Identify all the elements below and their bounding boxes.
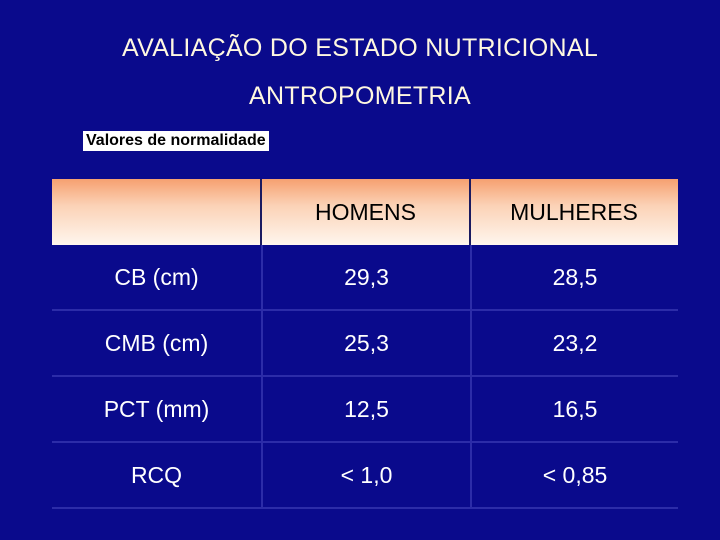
- table-row: RCQ < 1,0 < 0,85: [52, 443, 678, 509]
- women-value: 28,5: [470, 245, 678, 309]
- men-value: 29,3: [261, 245, 470, 309]
- anthropometry-table: HOMENS MULHERES CB (cm) 29,3 28,5 CMB (c…: [52, 179, 678, 509]
- row-label: RCQ: [130, 462, 183, 488]
- slide-subtitle: ANTROPOMETRIA: [249, 82, 471, 110]
- women-value: 23,2: [470, 311, 678, 375]
- table-row: PCT (mm) 12,5 16,5: [52, 377, 678, 443]
- table-header-row: HOMENS MULHERES: [52, 179, 678, 245]
- header-divider: [260, 179, 262, 245]
- men-value: 25,3: [261, 311, 470, 375]
- header-empty-cell: [52, 179, 261, 245]
- table-row: CMB (cm) 25,3 23,2: [52, 311, 678, 377]
- table-row: CB (cm) 29,3 28,5: [52, 245, 678, 311]
- normal-values-label: Valores de normalidade: [83, 131, 269, 151]
- women-value: < 0,85: [470, 443, 678, 507]
- row-label: CB (cm): [114, 264, 199, 290]
- men-value: < 1,0: [261, 443, 470, 507]
- header-divider: [469, 179, 471, 245]
- slide-title: AVALIAÇÃO DO ESTADO NUTRICIONAL: [121, 34, 599, 62]
- row-label: CMB (cm): [104, 330, 209, 356]
- men-value: 12,5: [261, 377, 470, 441]
- women-value: 16,5: [470, 377, 678, 441]
- row-label: PCT (mm): [103, 396, 210, 422]
- header-women: MULHERES: [510, 199, 638, 225]
- header-men: HOMENS: [315, 199, 416, 225]
